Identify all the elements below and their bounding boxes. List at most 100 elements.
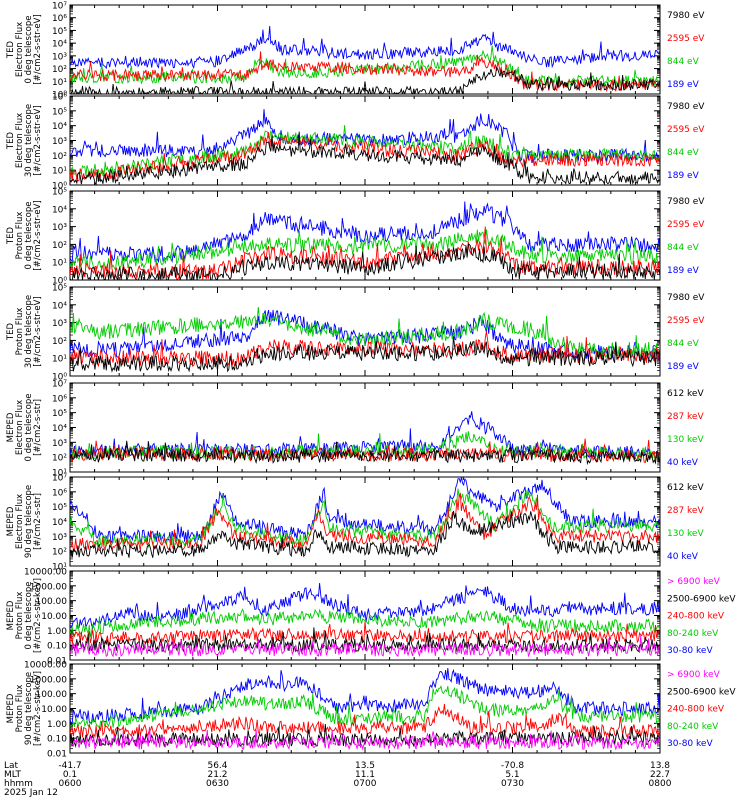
y-axis-label-line: TED [6,40,16,59]
y-tick-label: 10³ [52,137,67,147]
legend-entry: 189 eV [667,266,700,276]
y-tick-label: 10⁵ [52,188,67,198]
y-tick-label: 0.01 [47,657,67,667]
footer-mlt-value: 11.1 [355,770,375,780]
legend-entry: 844 eV [667,243,700,253]
series-trace-130-kev [70,488,660,548]
y-tick-label: 1000.00 [30,675,67,685]
chart-panel-1: 10⁰ 10¹ 10² 10³ 10⁴ 10⁵ 10⁶ 10⁷ TED Electron Flux… [6,2,705,101]
series-trace-7980-ev [70,243,660,280]
y-tick-label: 10³ [52,533,67,543]
y-tick-label: 0.01 [47,750,67,760]
y-tick-label: 10⁵ [52,284,67,294]
legend-entry: 80-240 keV [667,629,719,639]
footer-mlt-value: 5.1 [505,770,519,780]
legend-entry: 80-240 keV [667,722,719,732]
legend-entry: 7980 eV [667,197,705,207]
traces [70,477,660,558]
y-tick-label: 10² [52,65,67,75]
traces [70,306,660,373]
y-tick-label: 10.00 [41,705,67,715]
y-axis-label-line: MEPED [6,506,16,536]
y-tick-label: 10¹ [52,563,67,573]
y-axis-label-line: Electron Flux [15,113,25,168]
chart-panel-3: 10⁰ 10¹ 10² 10³ 10⁴ 10⁵ TED Proton Flux 0 deg te… [6,188,705,287]
chart-panel-7: 0.01 0.10 1.00 10.00 100.00 1000.00 10000.00 ME… [6,568,736,667]
footer-lat-value: -41.7 [58,761,81,771]
legend-entry: 240-800 keV [667,612,725,622]
y-tick-label: 10² [52,454,67,464]
y-tick-label: 10¹ [52,78,67,88]
traces [70,201,660,280]
traces [70,109,660,185]
y-tick-label: 10¹ [52,259,67,269]
y-axis-label-line: [#/cm2-s-str] [33,493,43,550]
footer-hhmm-value: 0800 [649,779,672,789]
series-trace-844-ev [70,125,660,178]
footer-lat-value: 13.5 [355,761,375,771]
y-tick-label: 10¹ [52,167,67,177]
y-tick-label: 0.10 [47,642,67,652]
footer-lat-value: 56.4 [207,761,227,771]
y-tick-label: 10³ [52,52,67,62]
y-axis-label-line: 0 deg telescope [24,394,34,462]
y-axis-label-line: Proton Flux [15,212,25,260]
y-axis-label-line: TED [6,322,16,341]
y-tick-label: 10⁶ [52,93,67,103]
series-trace-6900-kev [70,635,660,658]
y-axis-label-line: TED [6,131,16,150]
legend-entry: 844 eV [667,339,700,349]
chart-panel-4: 10⁰ 10¹ 10² 10³ 10⁴ 10⁵ TED Proton Flux 30 deg t… [6,284,705,383]
chart-panel-2: 10⁰ 10¹ 10² 10³ 10⁴ 10⁵ 10⁶ TED Electron Flux 30 … [6,93,705,192]
series-trace-2595-ev [70,226,660,280]
y-tick-label: 10² [52,152,67,162]
footer-row-label: Lat [4,761,19,771]
y-axis-label-line: [#/cm2-s-str-eV] [33,200,43,270]
y-axis-label-line: [#/cm2-s-str-eV] [33,14,43,84]
y-tick-label: 0.10 [47,735,67,745]
y-axis-label-line: 0 deg telescope [24,582,34,650]
y-tick-label: 1.00 [47,720,67,730]
legend-entry: 189 eV [667,362,700,372]
legend-entry: 40 keV [667,552,699,562]
y-axis-label-line: [#/cm2-s-str] [33,399,43,456]
legend-entry: 189 eV [667,171,700,181]
series-trace-80-240-kev [70,685,660,730]
y-axis-label-line: Proton Flux [15,308,25,356]
legend-entry: > 6900 keV [667,670,721,680]
y-tick-label: 10000.00 [24,568,67,578]
y-tick-label: 10⁵ [52,27,67,37]
y-axis-label-line: Proton Flux [15,685,25,733]
series-trace-7980-ev [70,66,660,94]
legend-entry: > 6900 keV [667,577,721,587]
legend-entry: 2595 eV [667,220,705,230]
y-axis-label-line: Electron Flux [15,22,25,77]
series-trace-2595-ev [70,51,660,93]
legend-entry: 844 eV [667,57,700,67]
y-tick-label: 10⁴ [52,205,67,215]
legend-entry: 7980 eV [667,293,705,303]
legend-entry: 240-800 keV [667,705,725,715]
y-tick-label: 10¹ [52,469,67,479]
y-axis-label-line: 0 deg telescope [24,202,34,270]
footer-lat-value: 13.8 [650,761,670,771]
y-axis-label-line: [#/cm2-s-str-eV] [33,105,43,175]
legend-entry: 2595 eV [667,125,705,135]
y-tick-label: 10³ [52,319,67,329]
footer-row-label: 2025 Jan 12 [4,788,58,798]
y-axis-label-line: 30 deg telescope [24,295,34,368]
series-trace-30-80-kev [70,582,660,630]
traces [70,667,660,751]
series-trace-6900-kev [70,726,660,751]
chart-panel-5: 10¹ 10² 10³ 10⁴ 10⁵ 10⁶ 10⁷ MEPED Electron Flux 0… [6,380,704,479]
y-tick-label: 10⁶ [52,488,67,498]
y-tick-label: 10² [52,548,67,558]
footer-hhmm-value: 0630 [206,779,229,789]
series-trace-7980-ev [70,131,660,185]
y-tick-label: 10⁴ [52,122,67,132]
traces [70,25,660,94]
y-tick-label: 10⁷ [52,474,67,484]
series-trace-2595-ev [70,132,660,182]
legend-entry: 2500-6900 keV [667,687,736,697]
legend-entry: 2595 eV [667,316,705,326]
